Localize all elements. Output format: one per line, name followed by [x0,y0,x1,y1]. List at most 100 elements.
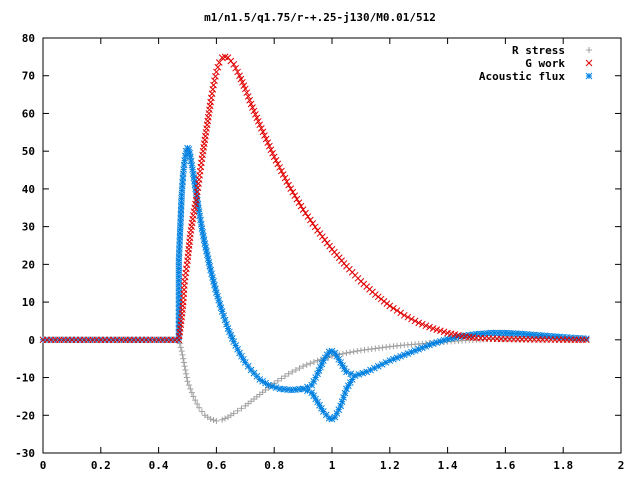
data-point [400,311,408,319]
data-point [194,400,201,407]
data-point [212,73,219,80]
data-point [246,96,253,104]
data-point [418,344,426,352]
data-point [211,77,218,85]
y-tick-label: 20 [22,258,35,271]
data-point [213,289,220,297]
data-point [256,376,264,383]
data-point [582,335,590,343]
x-tick-label: 0 [40,459,47,472]
data-point [299,206,307,214]
data-point [422,322,430,330]
data-point [250,107,258,115]
data-point [297,202,305,210]
data-point [247,100,255,108]
data-point [258,124,265,132]
data-point [254,117,262,125]
data-point [219,416,226,423]
y-tick-label: 10 [22,296,35,309]
data-point [179,170,187,178]
data-point [187,385,194,392]
x-tick-label: 0.8 [264,459,284,472]
data-point [187,157,195,165]
data-point [309,220,317,227]
x-tick-label: 0.4 [149,459,169,472]
plot-frame [42,37,622,454]
data-point [176,340,183,347]
data-point [278,375,285,382]
data-point [259,128,267,136]
data-point [182,367,189,373]
data-point [348,376,356,383]
legend-label: R stress [512,44,565,57]
data-point [582,336,590,344]
data-point [433,326,441,333]
data-point [180,355,187,362]
data-point [266,142,273,150]
data-point [256,121,264,129]
data-point [230,61,238,68]
data-point [314,370,321,378]
x-tick-label: 2 [618,459,625,472]
data-point [241,359,249,366]
data-point [244,93,252,100]
data-point [279,171,287,178]
data-point [293,195,301,203]
data-point [354,348,361,355]
data-point [295,199,303,207]
data-point [184,378,191,385]
data-point [180,359,187,366]
data-point [397,309,404,317]
data-point [179,351,186,358]
data-point [343,350,350,357]
data-point [440,328,448,336]
data-point [390,355,397,363]
data-point [422,343,430,350]
data-point [312,395,319,403]
data-point [218,308,226,315]
data-point [210,277,217,285]
x-tick-label: 0.6 [206,459,226,472]
data-point [339,350,346,357]
data-point [270,153,278,161]
legend-label: Acoustic flux [479,70,565,83]
data-point [247,366,255,374]
data-point [411,317,419,325]
data-point [393,354,401,362]
y-tick-label: -20 [15,409,35,422]
data-point [210,416,217,423]
chart-title: m1/n1.5/q1.75/r-+.25-j130/M0.01/512 [204,11,436,24]
data-point [253,114,261,122]
data-point [210,81,217,89]
data-point [274,377,281,384]
y-tick-label: 40 [22,183,35,196]
y-tick-label: 80 [22,32,35,45]
data-point [408,315,415,323]
data-point [209,274,216,281]
data-point [306,216,314,224]
data-point [347,349,354,356]
data-point [220,312,227,320]
data-point [440,336,448,344]
x-tick-label: 1 [329,459,336,472]
data-point [215,59,223,66]
data-point [281,174,289,182]
data-point [208,270,215,278]
data-point [177,344,184,351]
data-point [310,377,318,385]
data-point [183,374,190,381]
data-point [241,85,249,93]
data-point [282,373,289,380]
data-point [232,64,240,72]
legend-marker [585,72,593,80]
data-point [323,239,331,247]
data-point [314,227,321,234]
legend-label: G work [525,57,565,70]
series-2 [39,144,590,394]
data-point [213,417,220,424]
data-point [236,72,243,80]
data-point [338,398,346,405]
data-point [261,132,268,139]
data-point [222,415,229,422]
